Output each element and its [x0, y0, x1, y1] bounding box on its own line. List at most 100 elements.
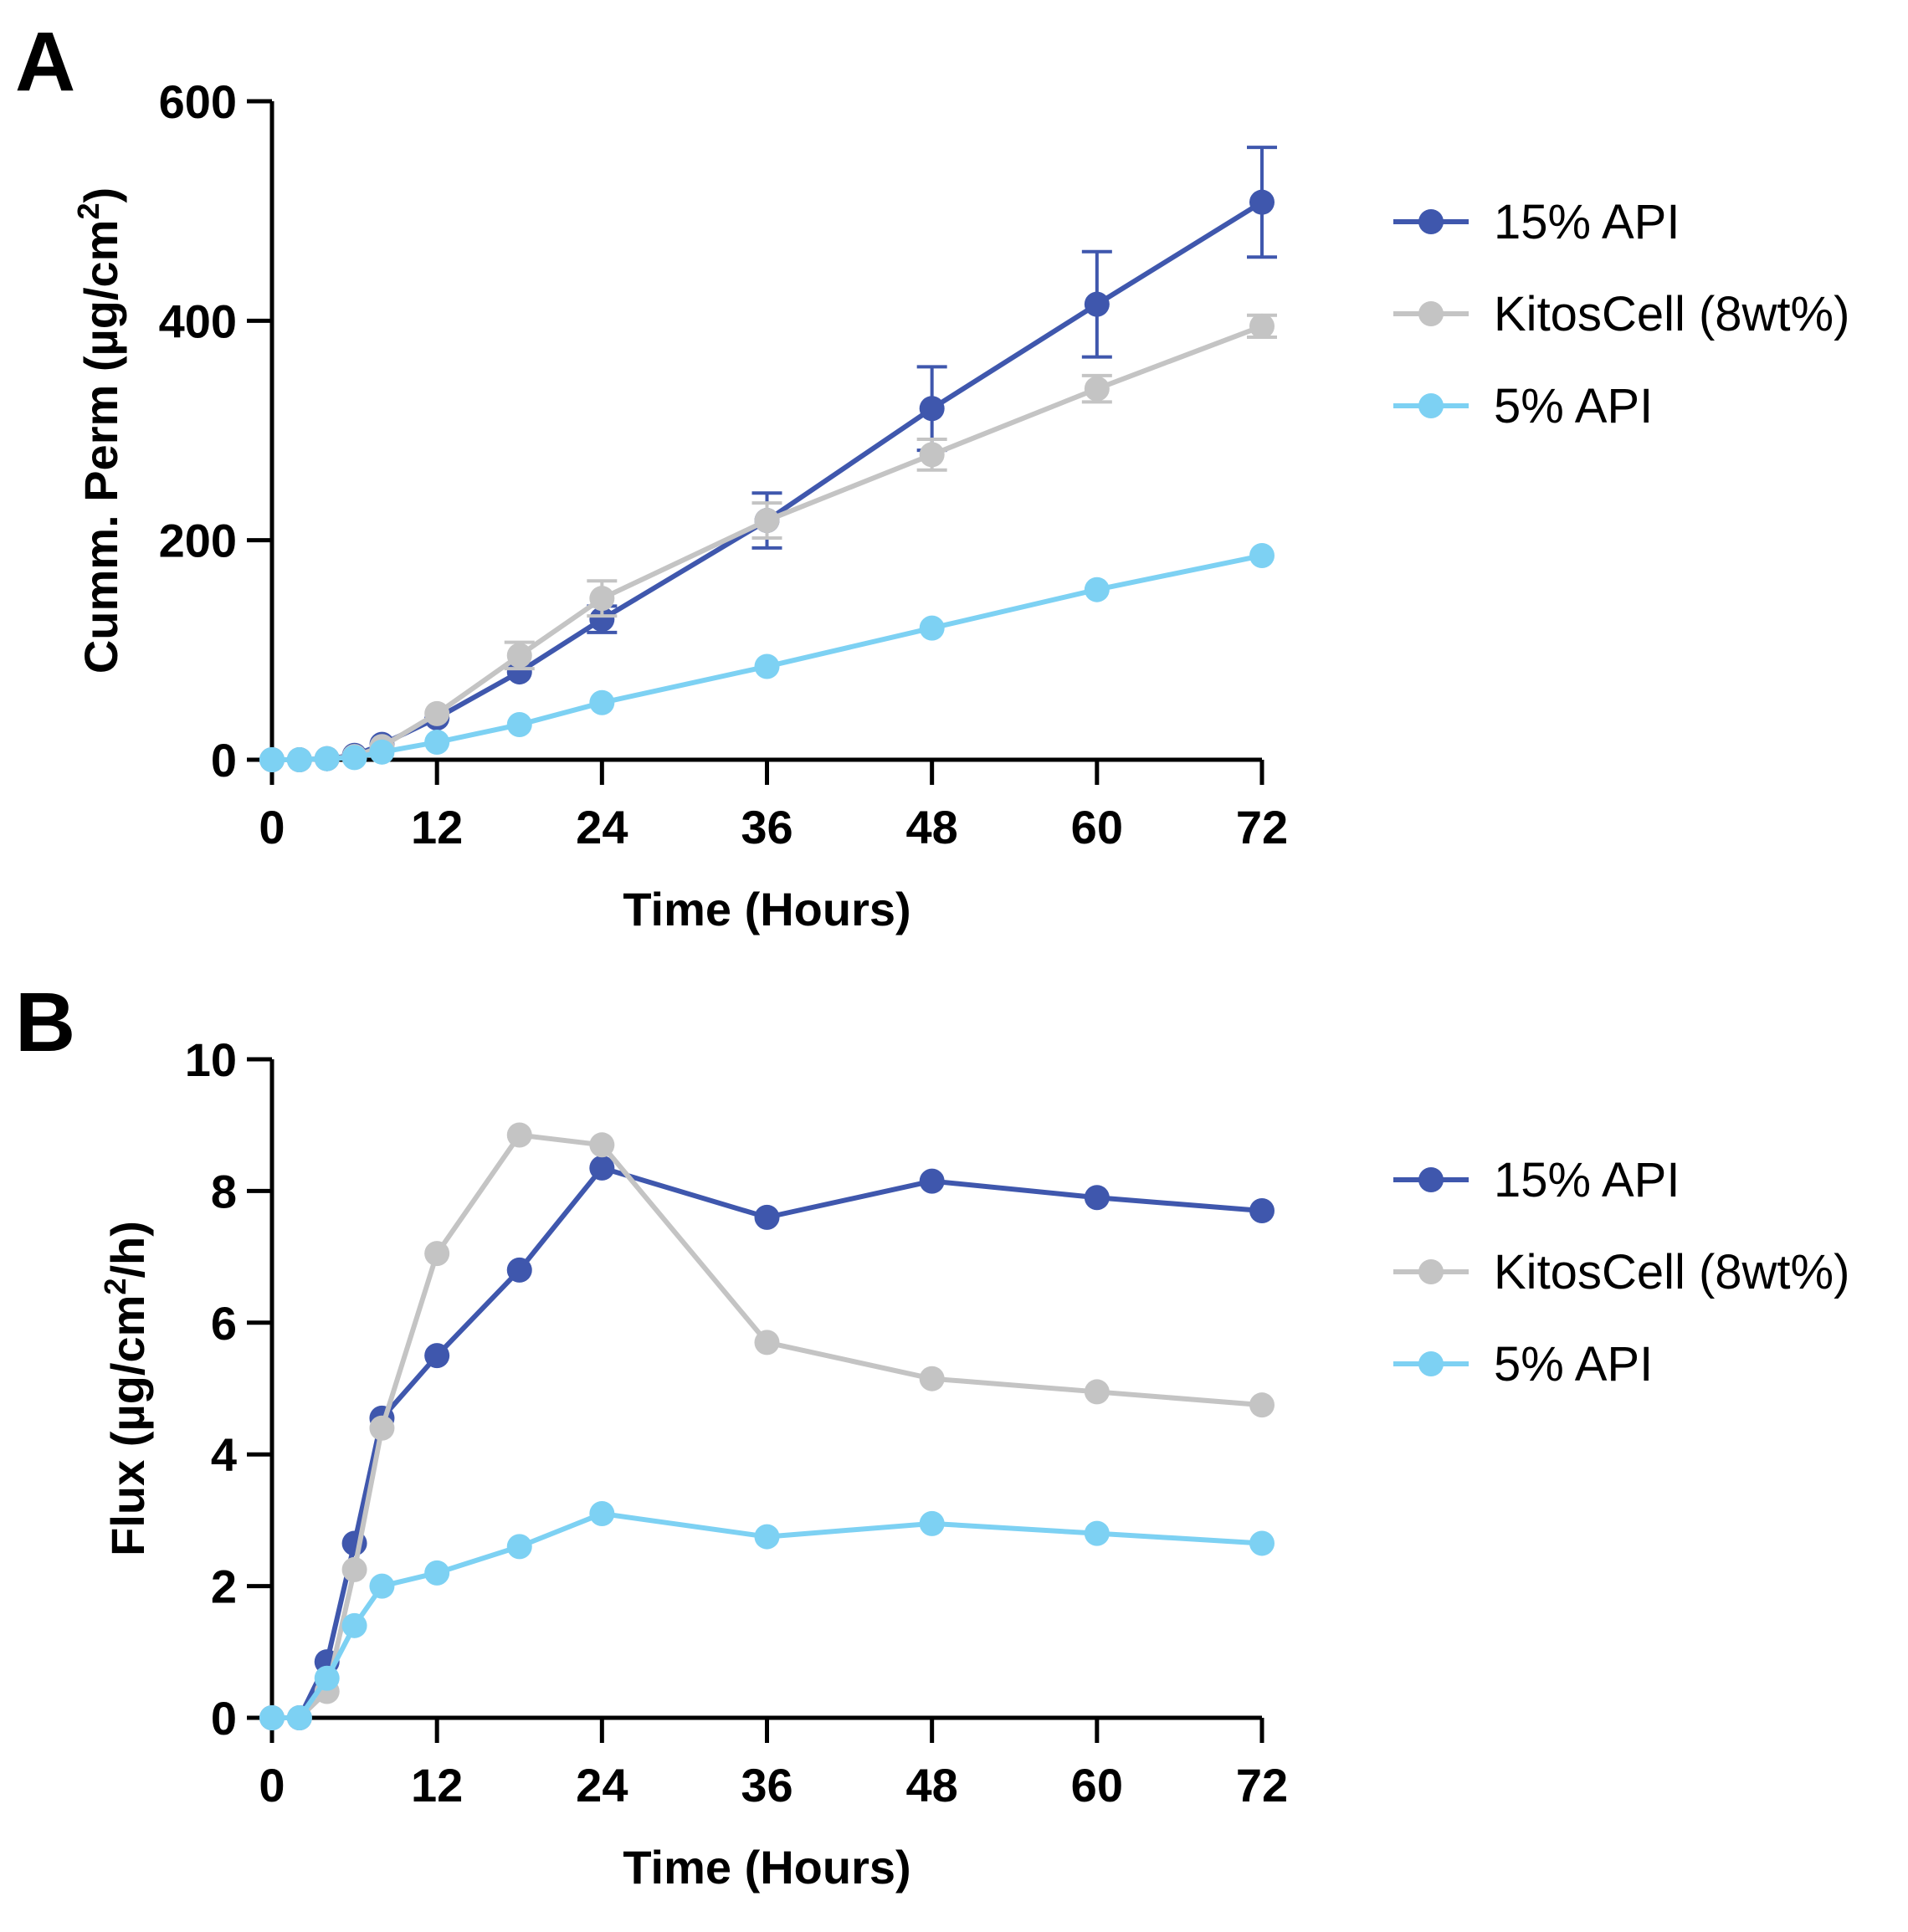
panel-letter: A	[15, 15, 75, 109]
data-point	[589, 689, 615, 715]
data-point	[1249, 313, 1275, 339]
data-point	[1249, 543, 1275, 569]
legend-label: KitosCell (8wt%)	[1494, 287, 1849, 341]
legend-marker	[1418, 1351, 1444, 1376]
x-tick-label: 72	[1236, 1759, 1288, 1812]
y-axis-title: Cumm. Perm (µg/cm2)	[71, 187, 127, 674]
data-point	[589, 1155, 615, 1181]
y-tick-label: 4	[211, 1428, 237, 1481]
legend-marker	[1418, 393, 1444, 418]
series-5-api	[259, 543, 1275, 772]
data-point	[1249, 1198, 1275, 1224]
legend: 15% API KitosCell (8wt%) 5% API	[1393, 1153, 1849, 1391]
data-point	[424, 1343, 450, 1369]
data-point	[506, 1122, 532, 1148]
data-point	[919, 1510, 945, 1536]
series-5-api	[259, 1501, 1275, 1730]
y-tick-label: 0	[211, 734, 237, 787]
y-tick-label: 600	[159, 75, 237, 128]
data-point	[1249, 1392, 1275, 1418]
legend-label: 15% API	[1494, 1153, 1680, 1207]
x-tick-label: 12	[411, 1759, 463, 1812]
legend-item-15-api: 15% API	[1393, 195, 1680, 249]
data-point	[341, 1612, 367, 1638]
x-tick-label: 48	[906, 1759, 958, 1812]
data-point	[589, 1501, 615, 1527]
legend-label: 5% API	[1494, 379, 1653, 433]
legend-item-kitoscell-8wt: KitosCell (8wt%)	[1393, 1245, 1849, 1299]
x-tick-label: 0	[259, 1759, 285, 1812]
data-point	[341, 1556, 367, 1582]
data-point	[286, 1705, 312, 1730]
data-point	[369, 739, 395, 765]
data-point	[506, 643, 532, 669]
x-tick-label: 36	[741, 801, 792, 853]
legend-item-kitoscell-8wt: KitosCell (8wt%)	[1393, 287, 1849, 341]
data-point	[369, 1415, 395, 1441]
data-point	[259, 1705, 285, 1730]
x-tick-label: 60	[1071, 1759, 1123, 1812]
data-point	[1084, 1520, 1110, 1546]
x-tick-label: 12	[411, 801, 463, 853]
y-tick-label: 2	[211, 1560, 237, 1613]
legend-item-5-api: 5% API	[1393, 379, 1653, 433]
legend-label: 5% API	[1494, 1337, 1653, 1391]
data-point	[589, 586, 615, 612]
legend-marker	[1418, 301, 1444, 326]
data-point	[506, 1257, 532, 1283]
data-point	[341, 745, 367, 771]
x-tick-label: 36	[741, 1759, 792, 1812]
x-tick-label: 0	[259, 801, 285, 853]
data-point	[1084, 1185, 1110, 1211]
data-point	[314, 1665, 340, 1691]
y-tick-label: 6	[211, 1297, 237, 1350]
data-point	[424, 1241, 450, 1267]
data-point	[424, 700, 450, 726]
data-point	[1084, 291, 1110, 317]
data-point	[424, 1560, 450, 1586]
legend-item-5-api: 5% API	[1393, 1337, 1653, 1391]
data-point	[589, 607, 615, 633]
y-tick-label: 200	[159, 515, 237, 567]
x-axis-title: Time (Hours)	[623, 883, 910, 935]
x-tick-label: 24	[576, 1759, 628, 1812]
x-tick-label: 60	[1071, 801, 1123, 853]
panel-a: A 0 200 400 600 0 12 24 36 48 60 72 Time (Hours) Cumm…	[15, 15, 1849, 935]
data-point	[506, 1534, 532, 1560]
x-tick-label: 24	[576, 801, 628, 853]
legend-label: 15% API	[1494, 195, 1680, 249]
data-point	[919, 1366, 945, 1391]
y-tick-label: 8	[211, 1165, 237, 1217]
data-point	[369, 1573, 395, 1599]
x-tick-label: 48	[906, 801, 958, 853]
legend-label: KitosCell (8wt%)	[1494, 1245, 1849, 1299]
legend-marker	[1418, 1259, 1444, 1284]
data-point	[506, 712, 532, 738]
data-point	[314, 746, 340, 771]
legend-item-15-api: 15% API	[1393, 1153, 1680, 1207]
data-point	[1084, 577, 1110, 602]
data-point	[1084, 1379, 1110, 1405]
y-axis-title: Flux (µg/cm2/h)	[98, 1221, 154, 1556]
data-point	[754, 1524, 780, 1550]
y-tick-label: 400	[159, 295, 237, 347]
data-point	[259, 747, 285, 772]
data-point	[919, 1168, 945, 1194]
data-point	[919, 396, 945, 422]
legend: 15% API KitosCell (8wt%) 5% API	[1393, 195, 1849, 433]
data-point	[589, 1132, 615, 1158]
data-point	[754, 1204, 780, 1230]
y-tick-label: 0	[211, 1692, 237, 1745]
x-tick-label: 72	[1236, 801, 1288, 853]
data-point	[919, 615, 945, 641]
series-line	[272, 1165, 1263, 1720]
data-point	[754, 653, 780, 679]
y-tick-label: 10	[185, 1033, 237, 1086]
legend-marker	[1418, 209, 1444, 234]
data-point	[424, 730, 450, 756]
data-point	[754, 508, 780, 534]
data-point	[286, 747, 312, 772]
legend-marker	[1418, 1167, 1444, 1192]
data-point	[754, 1330, 780, 1355]
